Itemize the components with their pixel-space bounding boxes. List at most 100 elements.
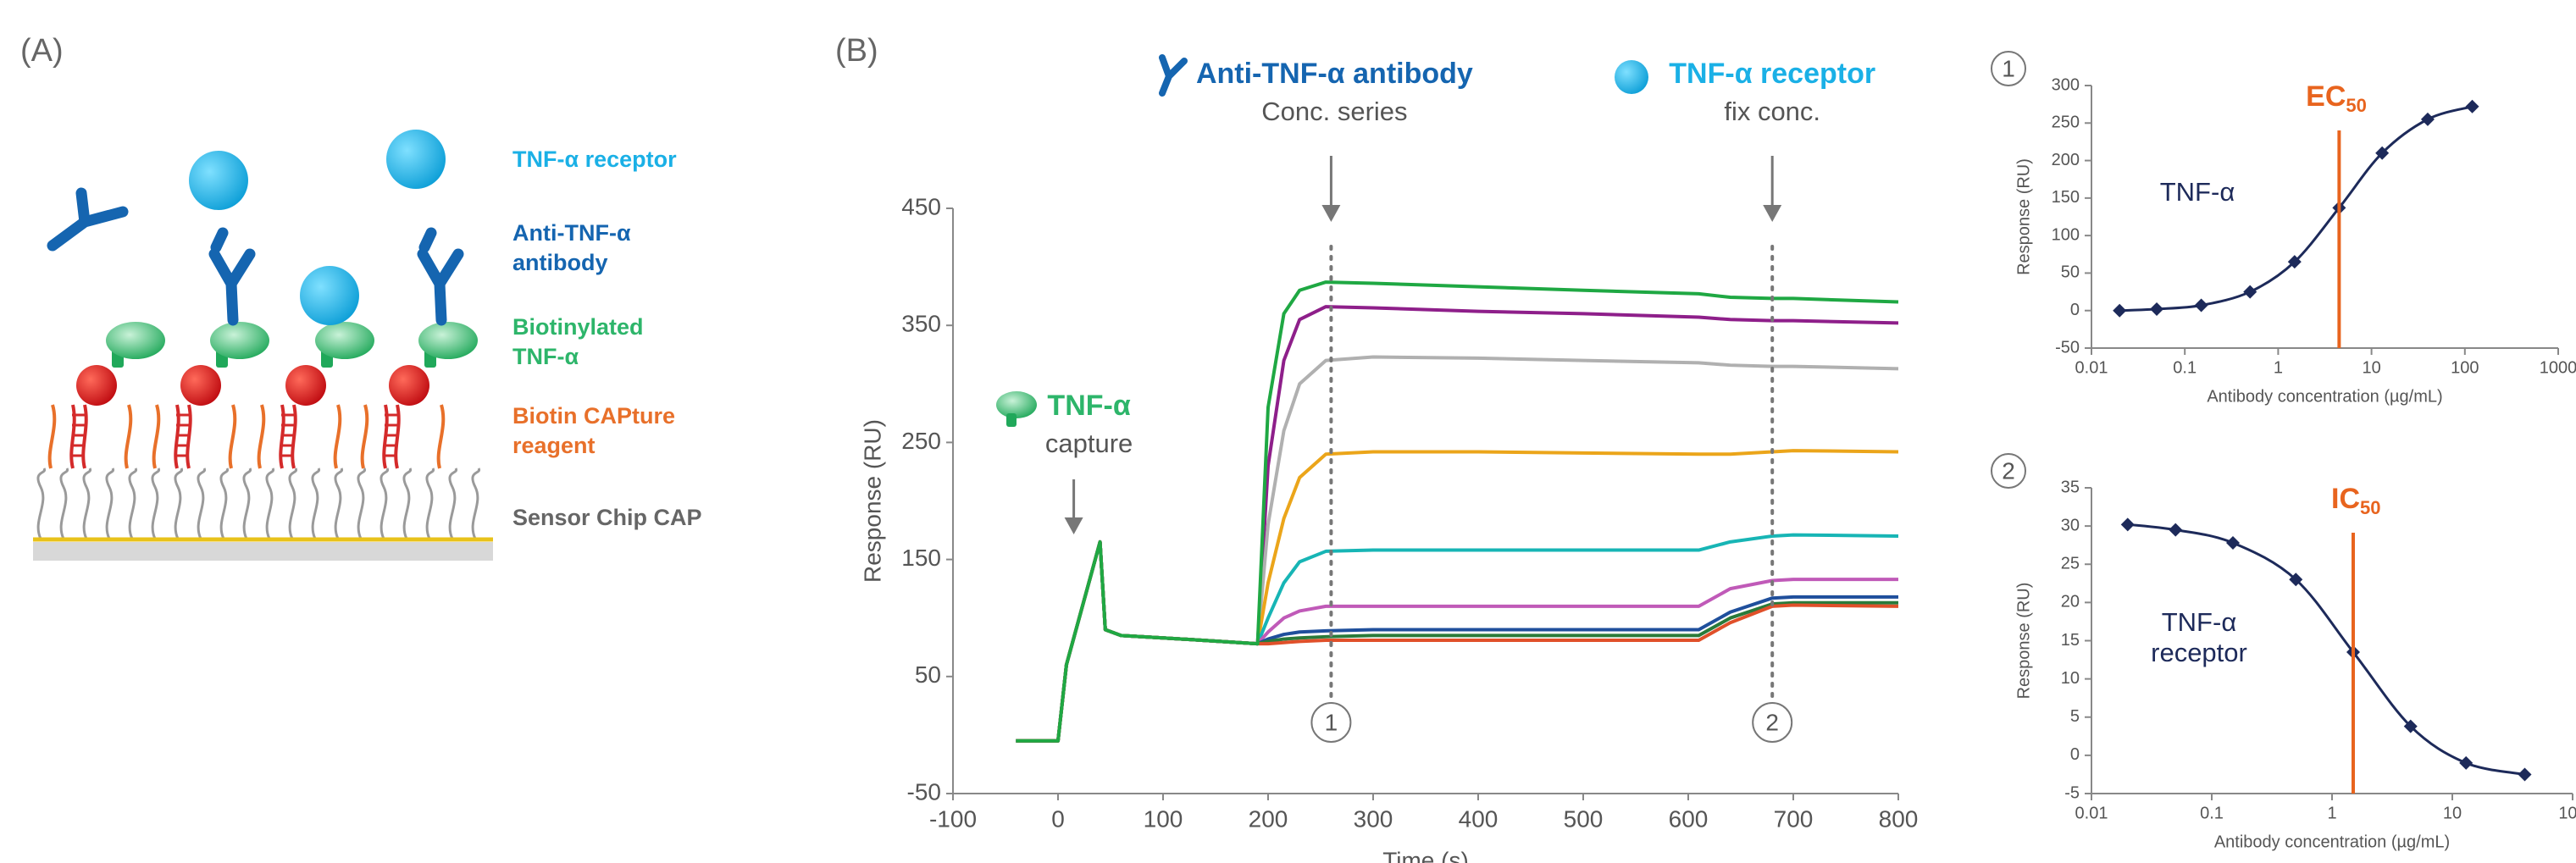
chip-strand <box>448 467 458 539</box>
y-tick-label: -50 <box>907 778 941 805</box>
capture-strand <box>124 404 133 469</box>
data-point <box>2150 301 2164 316</box>
threshold-subscript: 50 <box>2346 95 2366 116</box>
x-tick-label: 10 <box>2362 358 2380 377</box>
capture-ladder <box>382 404 401 469</box>
x-tick-label: 600 <box>1669 805 1709 832</box>
fit-curve <box>2119 105 2473 313</box>
x-tick-label: 0.1 <box>2173 358 2197 377</box>
x-tick-label: 400 <box>1459 805 1499 832</box>
y-tick-label: 15 <box>2061 631 2080 650</box>
capture-strand <box>360 404 369 469</box>
curve-label: TNF-α <box>2160 177 2235 207</box>
data-point <box>2120 517 2135 532</box>
y-tick-label: -5 <box>2064 783 2080 802</box>
panel-circle <box>1991 453 2026 489</box>
chip-strand <box>311 467 321 539</box>
chip-strand <box>174 467 184 539</box>
annotation-title: TNF-α receptor <box>1669 58 1875 90</box>
x-tick-label: 200 <box>1249 805 1288 832</box>
biotinylated-tnf <box>210 322 269 359</box>
sensorgram-line <box>1016 280 1899 743</box>
biotin-capture-sphere <box>389 365 429 406</box>
chip-strand <box>357 467 367 539</box>
threshold-label: IC <box>2331 483 2360 515</box>
y-tick-label: 150 <box>2052 188 2080 207</box>
capture-units <box>47 227 478 469</box>
chip-strand <box>265 467 275 539</box>
y-tick-label: 200 <box>2052 151 2080 169</box>
x-tick-label: 10 <box>2443 804 2462 822</box>
chip-strand <box>59 467 69 539</box>
data-point <box>2113 303 2127 318</box>
annotation-title: Anti-TNF-α antibody <box>1196 58 1473 90</box>
free-receptor <box>189 151 248 210</box>
x-tick-label: 0 <box>1051 805 1065 832</box>
biotin-capture-sphere <box>76 365 117 406</box>
event-label: 2 <box>1765 709 1779 735</box>
x-tick-label: 300 <box>1354 805 1393 832</box>
free-receptor <box>386 130 446 189</box>
y-tick-label: 100 <box>2052 225 2080 244</box>
capture-strand <box>333 404 342 469</box>
chip-strand <box>471 467 481 539</box>
x-axis-label: Antibody concentration (µg/mL) <box>2214 833 2450 851</box>
biotin-capture-sphere <box>180 365 221 406</box>
panel-label: (A) <box>20 33 64 69</box>
capture-strand <box>257 404 266 469</box>
diagram-label: TNF-α receptor <box>512 147 677 172</box>
chip-strand <box>402 467 413 539</box>
y-tick-label: 30 <box>2061 516 2080 534</box>
y-tick-label: 50 <box>915 661 941 688</box>
fit-curve <box>2127 523 2525 776</box>
annotation-arrowhead <box>1321 205 1341 222</box>
y-tick-label: 250 <box>901 428 941 454</box>
panel-number: 1 <box>2002 55 2015 81</box>
chip-strand <box>425 467 435 539</box>
panel-circle <box>1991 51 2026 86</box>
panel-number: 2 <box>2002 457 2015 484</box>
x-tick-label: 1000 <box>2540 358 2576 377</box>
diagram-label: Anti-TNF-α <box>512 220 631 246</box>
receptor-icon <box>1615 60 1648 94</box>
chip-strand <box>288 467 298 539</box>
capture-strand <box>436 404 446 469</box>
data-point <box>2287 255 2302 269</box>
x-tick-label: 500 <box>1564 805 1604 832</box>
x-tick-label: 700 <box>1774 805 1814 832</box>
x-axis-label: Time (s) <box>1382 848 1469 863</box>
y-tick-label: 50 <box>2061 263 2080 282</box>
chip-strand <box>151 467 161 539</box>
diagram-label: Sensor Chip CAP <box>512 505 702 530</box>
event-label: 1 <box>1325 709 1338 735</box>
bound-antibody <box>208 227 256 326</box>
chip-strand <box>197 467 207 539</box>
chip-strand <box>219 467 230 539</box>
data-point <box>2226 535 2241 550</box>
biotin-capture-sphere <box>285 365 326 406</box>
chip-strands <box>36 467 481 539</box>
chip-strand <box>379 467 390 539</box>
y-tick-label: 0 <box>2070 745 2080 764</box>
data-point <box>2169 523 2183 537</box>
x-tick-label: 1 <box>2327 804 2336 822</box>
x-tick-label: 0.01 <box>2075 358 2108 377</box>
annotation-subtitle: capture <box>1045 429 1133 458</box>
y-tick-label: 10 <box>2061 669 2080 688</box>
y-tick-label: 350 <box>901 311 941 337</box>
capture-ladder <box>279 404 297 469</box>
data-point <box>2518 767 2532 782</box>
diagram-label: Biotinylated <box>512 314 644 340</box>
chip-strand <box>36 467 47 539</box>
chip-strand <box>128 467 138 539</box>
event-circle <box>1310 702 1352 743</box>
y-axis-label: Response (RU) <box>2014 158 2033 275</box>
capture-ladder <box>69 404 88 469</box>
chip-strand <box>82 467 92 539</box>
biotinylated-tnf <box>315 322 374 359</box>
data-point <box>2194 298 2208 313</box>
x-tick-label: 0.01 <box>2075 804 2108 822</box>
data-point <box>2289 573 2303 587</box>
data-point <box>2243 285 2257 299</box>
sensorgram-line <box>1016 305 1899 743</box>
